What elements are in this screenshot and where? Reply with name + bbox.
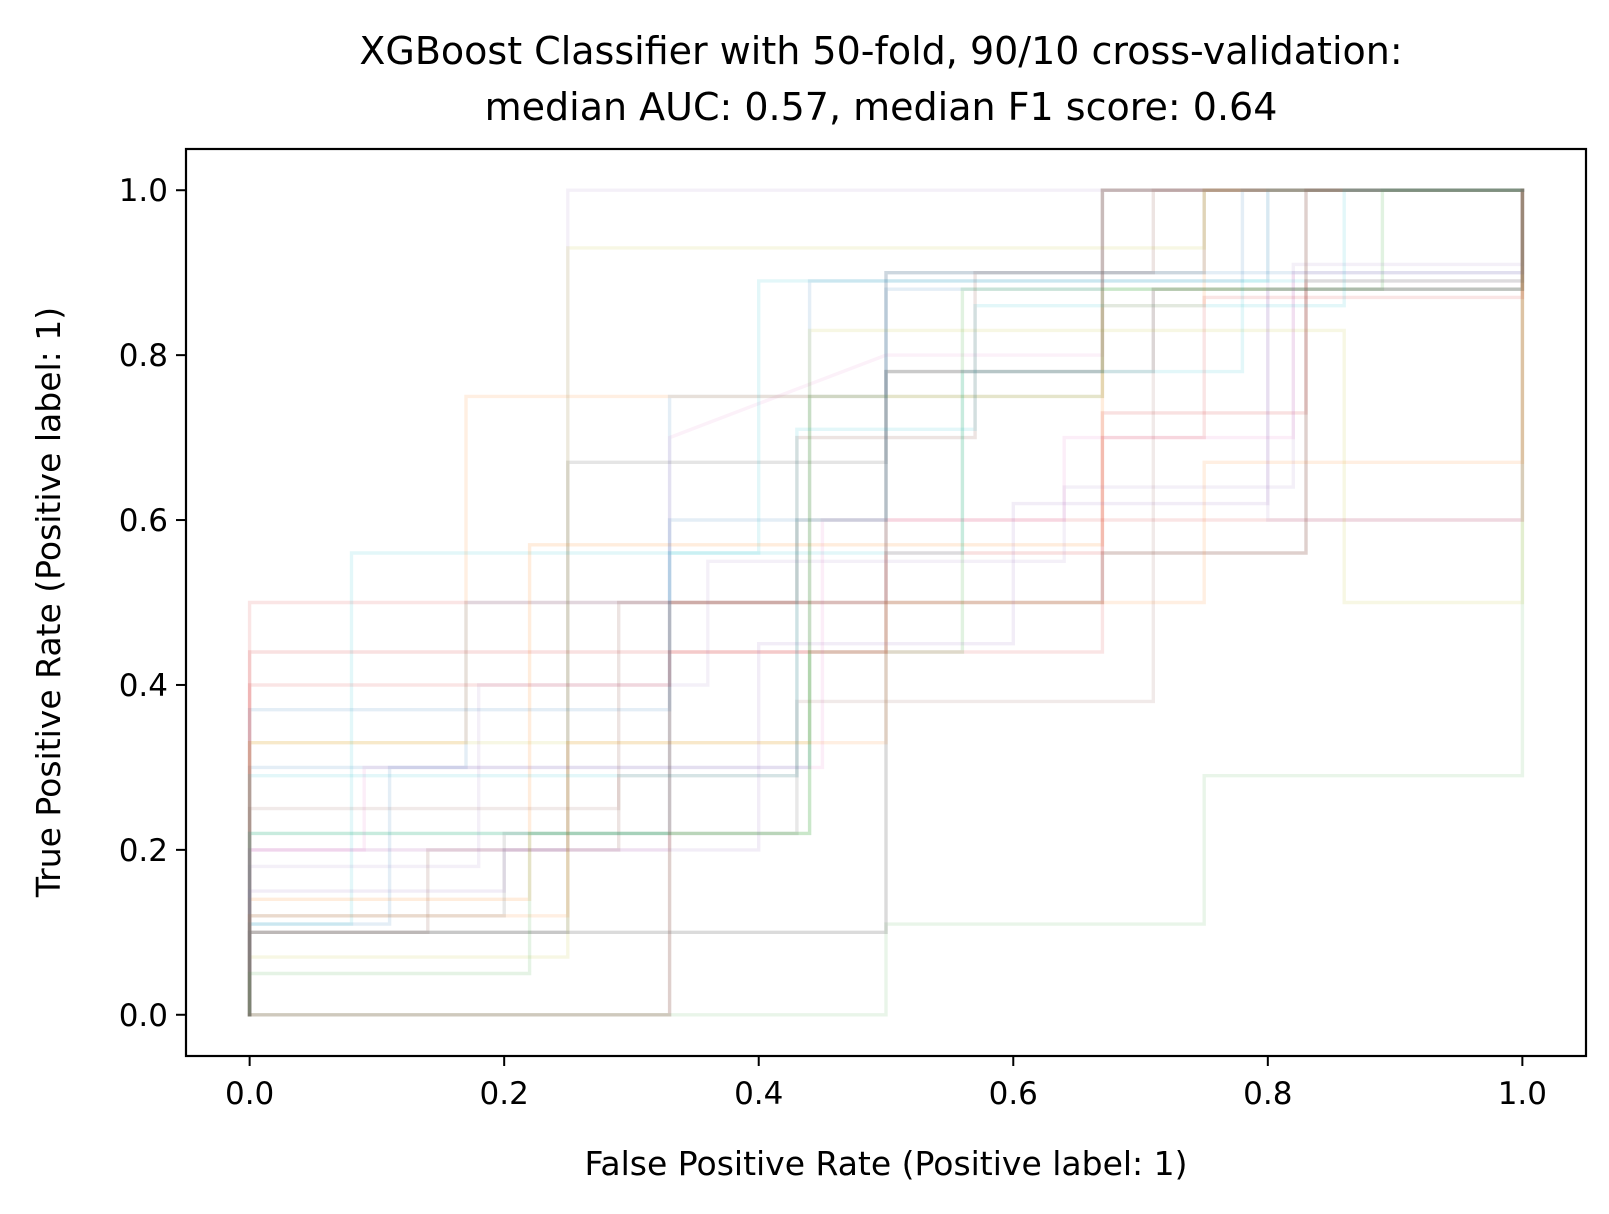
roc-curve-fold-15 [247,188,1525,1017]
roc-curve-fold-8 [247,188,1525,1017]
y-axis-ticks: 0.0 0.2 0.4 0.6 0.8 1.0 [119,173,186,1034]
roc-curve-fold-14 [247,188,1525,1017]
chart-title: XGBoost Classifier with 50-fold, 90/10 c… [359,29,1402,129]
roc-curve-fold-12 [247,188,1525,1017]
roc-curve-fold-1 [247,188,1525,1017]
y-tick-label: 0.8 [119,338,168,374]
x-axis-ticks: 0.0 0.2 0.4 0.6 0.8 1.0 [225,1056,1547,1112]
y-tick-label: 0.0 [119,998,168,1034]
roc-curve-fold-2 [247,188,1525,1017]
roc-curve-fold-11 [247,188,1525,1017]
roc-curves [247,188,1525,1017]
x-tick-label: 1.0 [1498,1076,1547,1112]
y-axis-label: True Positive Rate (Positive label: 1) [29,307,68,898]
x-axis-label: False Positive Rate (Positive label: 1) [584,1144,1187,1183]
y-tick-label: 0.4 [119,668,168,704]
roc-curve-fold-7 [247,188,1525,1017]
x-tick-label: 0.0 [225,1076,274,1112]
roc-curve-fold-13 [247,188,1525,1017]
roc-curve-fold-16 [247,188,1525,1017]
roc-curve-fold-22 [247,188,1525,1017]
roc-curve-fold-10 [247,188,1525,1017]
x-tick-label: 0.8 [1243,1076,1292,1112]
roc-curve-fold-9 [247,188,1525,1017]
roc-curve-fold-17 [247,188,1525,1017]
roc-curve-fold-27 [247,188,1525,1017]
roc-curve-fold-26 [247,188,1525,1017]
chart-title-line-1: XGBoost Classifier with 50-fold, 90/10 c… [359,29,1402,73]
roc-curve-fold-23 [247,188,1525,1017]
chart-title-line-2: median AUC: 0.57, median F1 score: 0.64 [485,85,1278,129]
y-tick-label: 0.6 [119,503,168,539]
roc-curve-fold-4 [247,188,1525,1017]
roc-curve-fold-6 [247,188,1525,1017]
roc-curve-fold-24 [247,188,1525,1017]
y-tick-label: 1.0 [119,173,168,209]
roc-curve-fold-3 [247,188,1525,1017]
x-tick-label: 0.6 [989,1076,1038,1112]
roc-curve-fold-28 [247,188,1525,1017]
roc-curve-fold-5 [247,188,1525,1017]
roc-curve-fold-20 [247,188,1525,1017]
roc-curve-fold-19 [247,188,1525,1017]
roc-curve-fold-25 [247,188,1525,1017]
roc-curve-fold-21 [247,188,1525,1017]
roc-curve-fold-18 [247,188,1525,1017]
plot-area-frame [184,147,1588,1058]
x-tick-label: 0.4 [734,1076,783,1112]
x-tick-label: 0.2 [480,1076,529,1112]
y-tick-label: 0.2 [119,833,168,869]
